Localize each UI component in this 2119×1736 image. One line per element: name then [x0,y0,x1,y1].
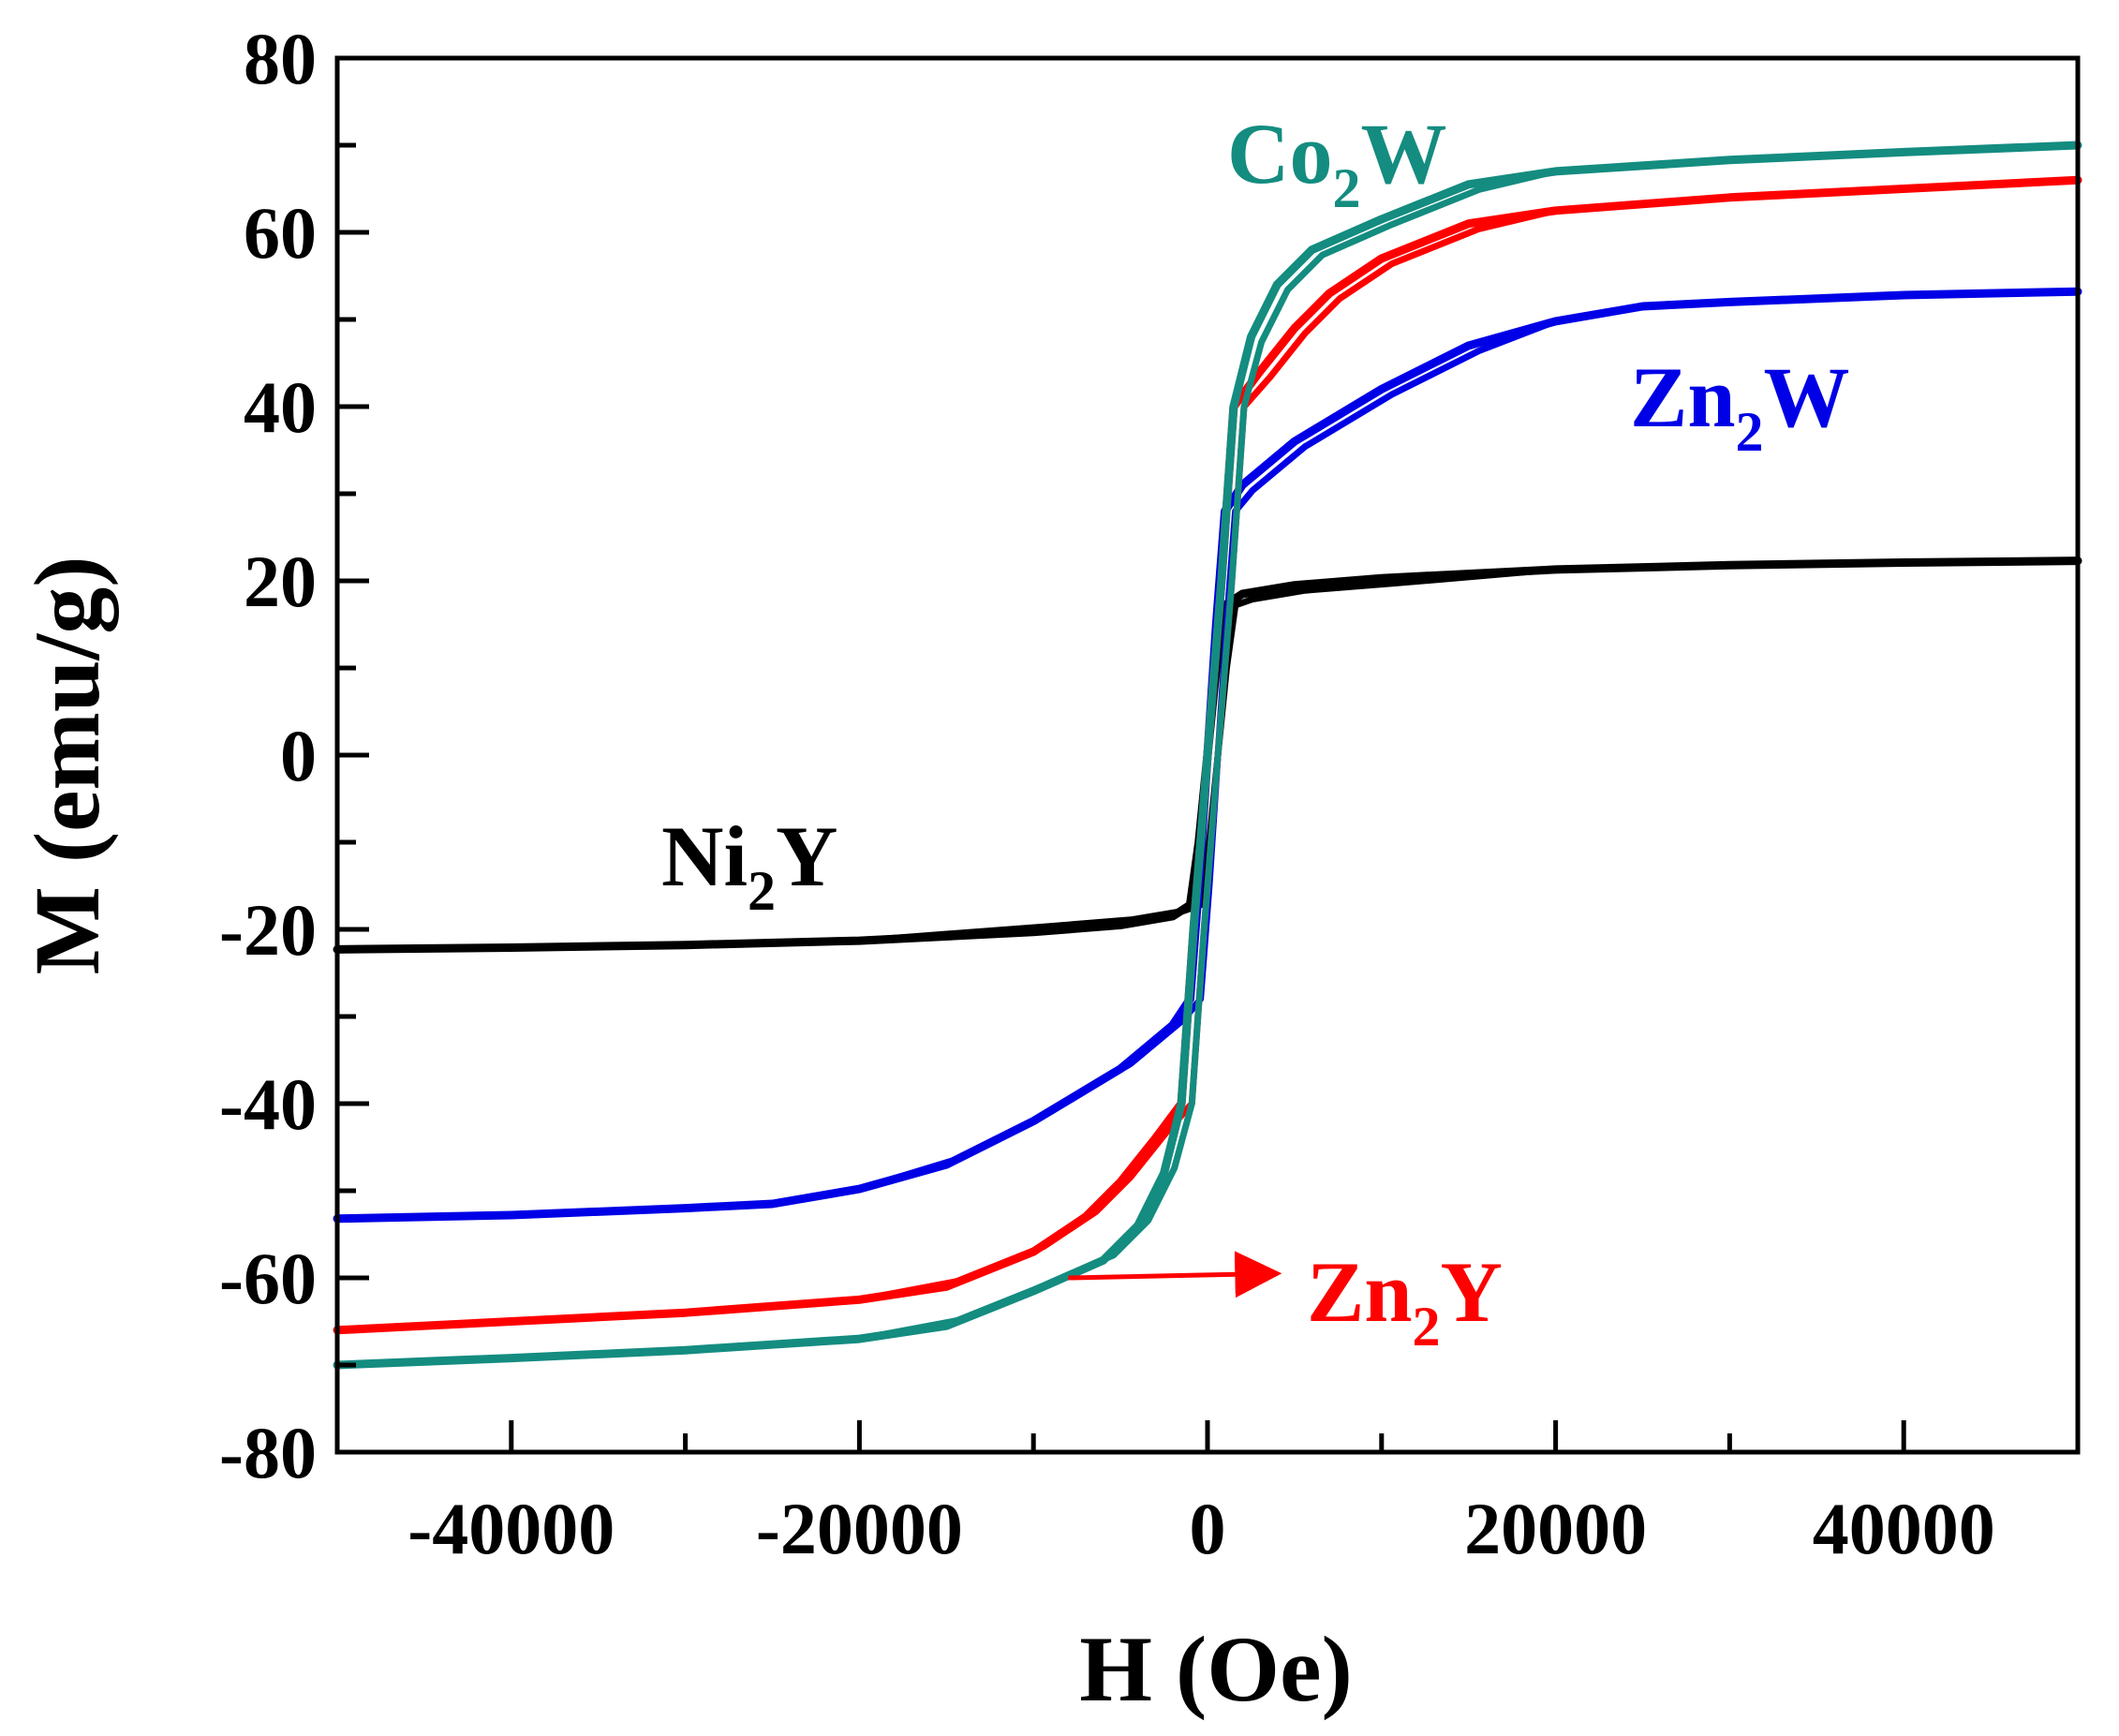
x-tick-label: -20000 [756,1488,963,1569]
zn2y-pointer-arrow [1068,1251,1282,1298]
ticks-layer: -40000 -20000 0 20000 40000 -80 -60 -40 -20 0 20 40… [219,18,2081,1569]
y-tick-label: 40 [244,366,317,448]
y-tick-label: -20 [219,889,317,971]
series-curve-Co2W [333,141,2082,1370]
x-tick-label: 20000 [1464,1488,1647,1569]
y-axis-title: M (emu/g) [15,556,119,974]
series-label-Zn2W: Zn2W [1630,349,1850,463]
x-axis-title: H (Oe) [1079,1617,1353,1721]
series-label-Co2W: Co2W [1227,106,1446,219]
annotations-layer [1068,1251,1282,1298]
x-tick-label: 40000 [1813,1488,1995,1569]
x-tick-label: -40000 [408,1488,615,1569]
series-layer [333,141,2082,1370]
y-tick-label: 0 [280,715,317,796]
y-tick-label: 60 [244,192,317,274]
y-tick-label: -60 [219,1238,317,1319]
series-curve-return-Co2W [333,141,2082,1369]
y-tick-label: 20 [244,541,317,622]
series-labels-layer: Ni2Y Zn2W Zn2Y Co2W [661,106,1850,1358]
y-tick-label: -40 [219,1063,317,1145]
series-label-Zn2Y: Zn2Y [1307,1244,1503,1358]
series-label-Ni2Y: Ni2Y [661,809,837,922]
y-tick-label: 80 [244,18,317,99]
x-tick-label: 0 [1190,1488,1226,1569]
y-tick-label: -80 [219,1412,317,1493]
